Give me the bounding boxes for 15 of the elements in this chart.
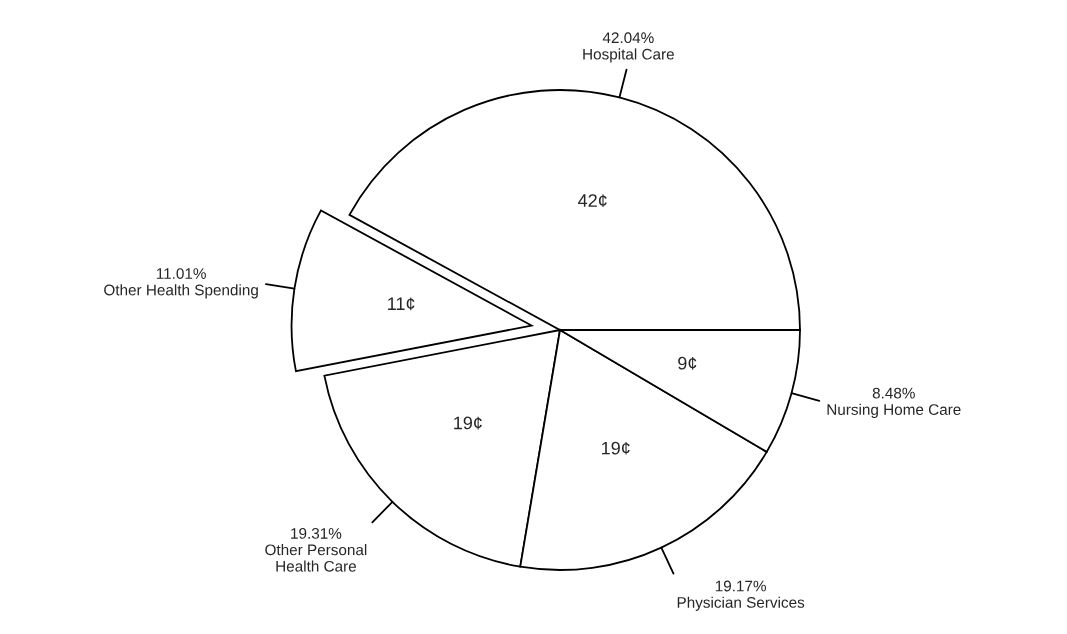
data-label: 19.17% [715,580,766,592]
slice-label: Hospital Care [583,48,674,63]
data-label: 19.31% [291,527,342,539]
text: 11¢ [388,297,415,311]
slice-label: Physician Services [677,596,805,611]
data-label: 11.01% [156,268,206,279]
data-label: 42.04% [602,32,654,44]
slice-label: Other Personal Health Care [265,544,367,572]
text: 19¢ [454,416,482,430]
text: 42¢ [578,194,607,208]
slice-label: Nursing Home Care [827,403,961,418]
slice-label: Other Health Spending [104,284,258,299]
text: 9¢ [678,356,697,370]
data-label: 8.48% [872,387,915,399]
text: 19¢ [602,441,630,455]
